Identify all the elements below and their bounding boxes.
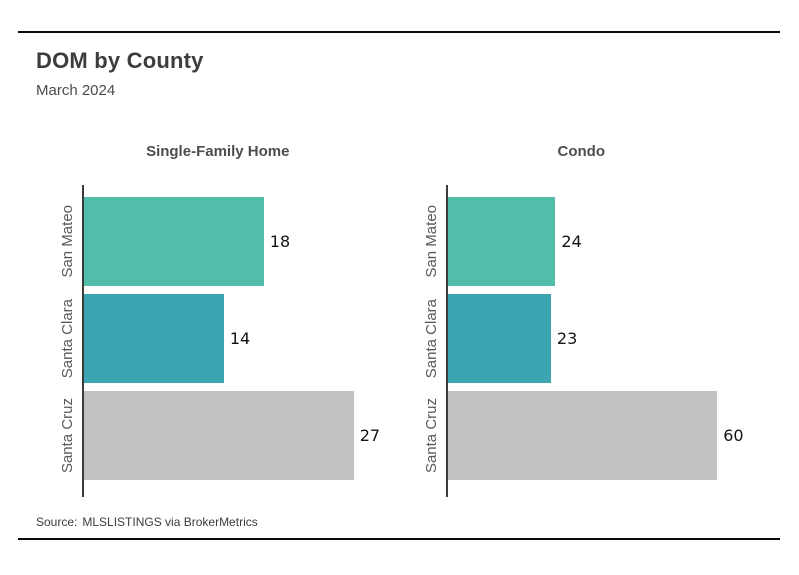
category-label-text: Santa Cruz [59, 397, 76, 474]
category-label: San Mateo [400, 197, 448, 286]
category-label: San Mateo [36, 197, 84, 286]
value-label: 24 [561, 232, 582, 251]
bar-rows: San Mateo 18 Santa Clara 14 Santa Cruz 27 [36, 197, 400, 480]
chart-panel-condo: Condo San Mateo 24 Santa Clara 23 Santa Cruz… [400, 140, 764, 497]
value-label: 18 [269, 232, 291, 251]
category-label: Santa Cruz [36, 391, 84, 480]
value-label: 14 [229, 329, 251, 348]
bar-row: Santa Cruz 60 [400, 391, 764, 480]
bar-track: 14 [84, 294, 400, 383]
bottom-rule [18, 538, 780, 540]
bar-row: San Mateo 18 [36, 197, 400, 286]
chart-panel-single-family-home: Single-Family Home San Mateo 18 Santa Clar… [36, 140, 400, 497]
bar [447, 197, 556, 286]
source-label: Source: [36, 515, 78, 529]
bar-track: 23 [447, 294, 764, 383]
bar-track: 60 [447, 391, 764, 480]
bar [84, 197, 264, 286]
bar-chart-single-family-home: San Mateo 18 Santa Clara 14 Santa Cruz 27 [36, 185, 400, 497]
bar [447, 294, 551, 383]
page-subtitle: March 2024 [36, 82, 116, 99]
category-label: Santa Clara [400, 294, 448, 383]
bar-rows: San Mateo 24 Santa Clara 23 Santa Cruz 60 [400, 197, 764, 480]
category-label-text: San Mateo [59, 205, 76, 278]
bar [84, 294, 224, 383]
bar-row: Santa Cruz 27 [36, 391, 400, 480]
bar-row: San Mateo 24 [400, 197, 764, 286]
value-label: 23 [556, 329, 578, 348]
category-label-text: Santa Clara [59, 298, 76, 379]
y-axis-line [82, 185, 84, 497]
bar-row: Santa Clara 23 [400, 294, 764, 383]
bar-track: 18 [84, 197, 400, 286]
bar-track: 27 [84, 391, 400, 480]
top-rule [18, 31, 780, 33]
page-title: DOM by County [36, 48, 204, 73]
chart-title-single-family-home: Single-Family Home [146, 143, 290, 160]
bar-track: 24 [447, 197, 764, 286]
bar-row: Santa Clara 14 [36, 294, 400, 383]
y-axis-line [445, 185, 448, 497]
bar [447, 391, 718, 480]
chart-title-condo: Condo [557, 143, 605, 160]
category-label: Santa Clara [36, 294, 84, 383]
category-label-text: Santa Cruz [422, 397, 440, 474]
category-label: Santa Cruz [400, 391, 448, 480]
bar [84, 391, 354, 480]
value-label: 60 [723, 426, 744, 445]
bar-chart-condo: San Mateo 24 Santa Clara 23 Santa Cruz 60 [400, 185, 764, 497]
charts-row: Single-Family Home San Mateo 18 Santa Clar… [36, 140, 764, 497]
source-text: MLSLISTINGS via BrokerMetrics [82, 515, 258, 529]
source-note: Source: MLSLISTINGS via BrokerMetrics [36, 515, 258, 529]
category-label-text: Santa Clara [422, 298, 440, 379]
value-label: 27 [359, 426, 381, 445]
category-label-text: San Mateo [422, 205, 440, 278]
